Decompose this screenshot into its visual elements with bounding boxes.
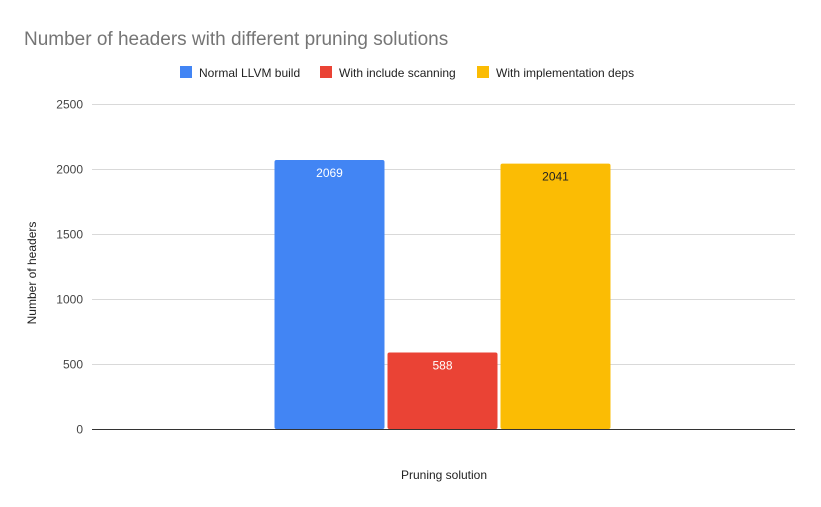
x-axis-label: Pruning solution bbox=[401, 468, 487, 482]
y-tick-label: 500 bbox=[63, 358, 83, 372]
gridlines bbox=[92, 104, 795, 365]
legend-swatch-implementation-deps bbox=[477, 66, 489, 78]
bars bbox=[274, 160, 611, 430]
bar-with-implementation-deps[interactable] bbox=[500, 163, 611, 430]
y-axis-label: Number of headers bbox=[25, 222, 39, 325]
y-tick-label: 2000 bbox=[56, 163, 83, 177]
legend-label-normal-llvm: Normal LLVM build bbox=[199, 66, 300, 80]
bar-with-include-scanning[interactable] bbox=[387, 352, 498, 429]
y-axis-ticks: 0 500 1000 1500 2000 2500 bbox=[56, 98, 83, 437]
y-tick-label: 0 bbox=[76, 423, 83, 437]
data-label: 2041 bbox=[542, 170, 569, 184]
data-label: 2069 bbox=[316, 166, 343, 180]
data-labels: 2069 588 2041 bbox=[316, 166, 569, 373]
chart-title: Number of headers with different pruning… bbox=[24, 29, 448, 50]
legend-swatch-include-scanning bbox=[320, 66, 332, 78]
legend-label-implementation-deps: With implementation deps bbox=[496, 66, 634, 80]
legend: Normal LLVM build With include scanning … bbox=[180, 66, 634, 80]
legend-swatch-normal-llvm bbox=[180, 66, 192, 78]
y-tick-label: 1000 bbox=[56, 293, 83, 307]
bar-normal-llvm-build[interactable] bbox=[274, 160, 385, 429]
y-tick-label: 2500 bbox=[56, 98, 83, 112]
y-tick-label: 1500 bbox=[56, 228, 83, 242]
data-label: 588 bbox=[432, 359, 452, 373]
legend-label-include-scanning: With include scanning bbox=[339, 66, 456, 80]
